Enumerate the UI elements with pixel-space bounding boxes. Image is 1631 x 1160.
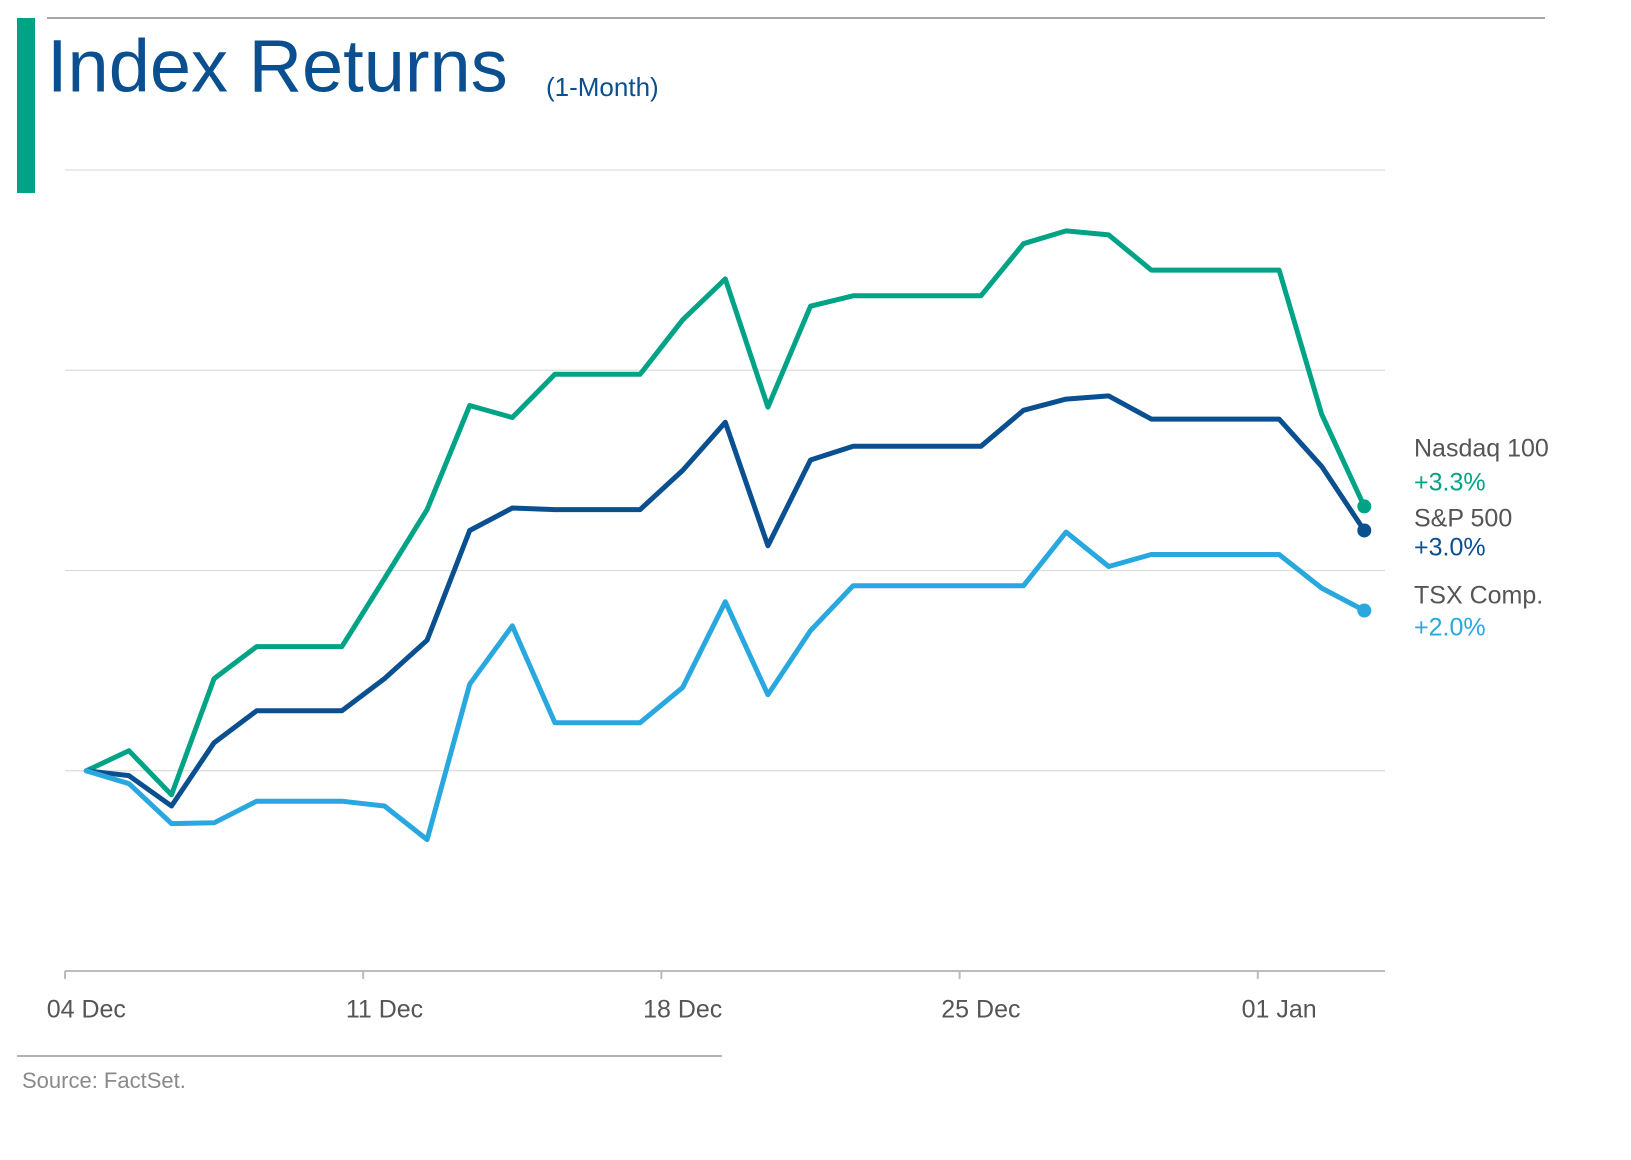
chart-subtitle: (1-Month) [546, 72, 659, 102]
value-label: +2.0% [1414, 614, 1486, 642]
x-tick-label: 01 Jan [1242, 996, 1317, 1024]
legend-label: S&P 500 [1414, 505, 1512, 533]
end-dot [1357, 523, 1372, 538]
end-dot [1357, 499, 1372, 514]
source-note: Source: FactSet. [22, 1068, 186, 1093]
x-tick-label: 11 Dec [346, 996, 423, 1024]
title-accent [17, 18, 35, 193]
series-line [83, 228, 1367, 798]
series-line [83, 529, 1367, 843]
chart-title: Index Returns [47, 25, 508, 108]
x-tick-label: 25 Dec [941, 996, 1020, 1024]
value-label: +3.0% [1414, 534, 1486, 562]
legend-label: Nasdaq 100 [1414, 435, 1549, 463]
end-dot [1357, 603, 1372, 618]
x-tick-label: 18 Dec [643, 996, 722, 1024]
legend-label: TSX Comp. [1414, 582, 1543, 610]
series-line [83, 393, 1367, 809]
value-label: +3.3% [1414, 469, 1486, 497]
x-tick-label: 04 Dec [47, 996, 126, 1024]
